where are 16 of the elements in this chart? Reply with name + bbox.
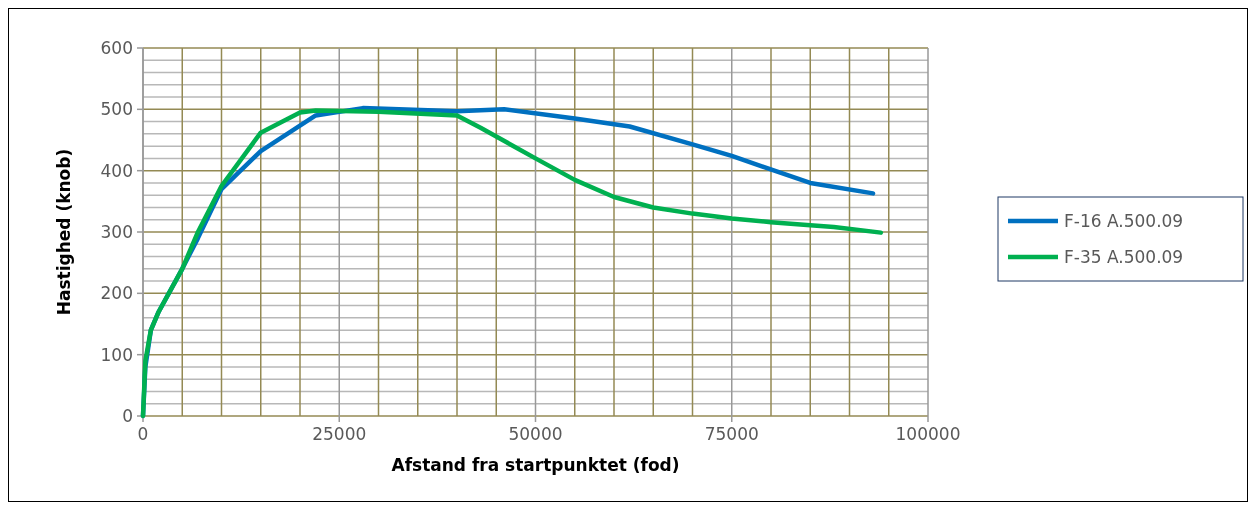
x-tick-label: 100000 (895, 424, 961, 444)
y-tick-label: 100 (100, 344, 133, 365)
y-tick-label: 600 (100, 37, 133, 58)
y-tick-label: 0 (122, 405, 133, 426)
x-tick-label: 25000 (312, 424, 367, 444)
y-axis-title: Hastighed (knob) (54, 148, 74, 316)
x-tick-label: 75000 (704, 424, 759, 444)
x-tick-label: 0 (137, 424, 149, 444)
y-tick-label: 300 (100, 221, 133, 242)
x-axis-title: Afstand fra startpunktet (fod) (391, 455, 680, 475)
legend-label: F-35 A.500.09 (1064, 246, 1184, 267)
legend-label: F-16 A.500.09 (1064, 210, 1184, 231)
x-tick-label: 50000 (508, 424, 563, 444)
y-tick-label: 200 (100, 283, 133, 304)
y-tick-label: 400 (100, 160, 133, 181)
y-tick-label: 500 (100, 99, 133, 120)
